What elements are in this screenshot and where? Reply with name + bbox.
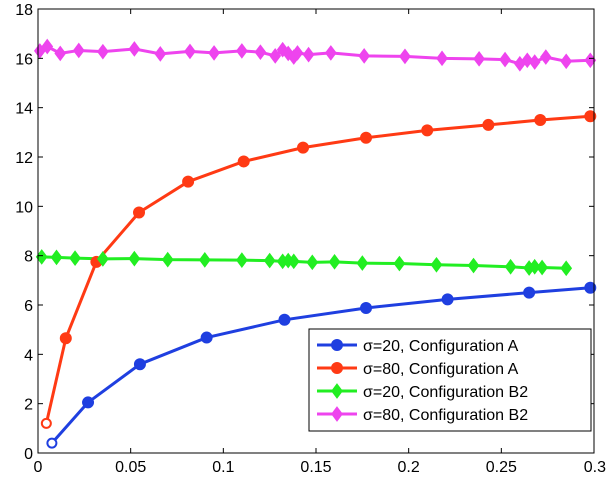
data-point <box>50 249 63 266</box>
data-point <box>41 38 54 55</box>
legend: σ=20, Configuration A σ=80, Configuration… <box>308 328 592 432</box>
legend-swatch-marker <box>331 406 343 422</box>
data-point <box>536 259 548 276</box>
data-point <box>69 250 81 266</box>
data-point <box>198 252 211 268</box>
data-point <box>523 286 536 299</box>
data-point <box>473 50 485 67</box>
data-point <box>291 45 304 61</box>
legend-label: σ=20, Configuration A <box>363 338 519 355</box>
series-line <box>44 114 591 424</box>
data-point <box>54 45 67 62</box>
data-point <box>560 53 573 70</box>
data-point <box>237 155 250 168</box>
legend-swatch-marker <box>331 383 343 399</box>
data-point <box>584 281 597 294</box>
data-point <box>161 251 174 268</box>
data-point <box>133 358 146 371</box>
data-point <box>46 437 58 449</box>
data-point <box>430 256 443 273</box>
data-point <box>306 254 319 271</box>
data-point <box>539 49 552 65</box>
x-tick-label: 0.2 <box>398 459 420 476</box>
data-point <box>328 253 341 270</box>
data-point <box>154 46 167 62</box>
data-point <box>302 46 315 63</box>
data-point <box>584 110 597 123</box>
y-tick-label: 8 <box>24 249 33 266</box>
y-axis: 0 2 4 6 8 10 12 14 16 18 <box>15 2 594 463</box>
plot-markers <box>33 38 597 449</box>
data-point <box>360 301 373 314</box>
x-axis: 0 0.05 0.1 0.15 0.2 0.25 0.3 <box>34 9 606 476</box>
data-point <box>324 45 337 61</box>
data-point <box>128 41 141 57</box>
y-tick-label: 2 <box>24 397 33 414</box>
x-tick-label: 0.3 <box>584 459 606 476</box>
data-point <box>297 141 310 154</box>
data-point <box>421 124 434 137</box>
y-tick-label: 6 <box>24 298 33 315</box>
y-tick-label: 12 <box>15 150 33 167</box>
legend-swatch-marker <box>331 362 343 374</box>
data-point <box>133 206 146 219</box>
data-point <box>356 255 369 271</box>
x-tick-label: 0.15 <box>300 459 331 476</box>
data-point <box>269 48 282 64</box>
data-point <box>358 48 371 64</box>
data-point <box>467 257 480 274</box>
data-point <box>40 417 52 429</box>
data-point <box>235 252 248 268</box>
x-tick-label: 0.05 <box>115 459 146 476</box>
data-point <box>399 48 411 65</box>
data-point <box>499 51 511 68</box>
data-point <box>235 43 248 59</box>
data-point <box>82 396 95 409</box>
data-point <box>72 42 85 59</box>
data-point <box>263 252 276 269</box>
data-point <box>96 251 109 267</box>
data-point <box>528 258 541 275</box>
legend-label: σ=80, Configuration B2 <box>363 407 528 424</box>
data-point <box>254 44 267 61</box>
data-point <box>59 332 72 345</box>
y-tick-label: 10 <box>15 199 33 216</box>
data-point <box>128 250 141 267</box>
y-tick-label: 4 <box>24 347 33 364</box>
data-point <box>360 131 373 144</box>
data-point <box>560 260 573 277</box>
y-tick-label: 18 <box>15 2 33 19</box>
legend-label: σ=20, Configuration B2 <box>363 384 528 401</box>
data-point <box>436 50 448 67</box>
data-point <box>184 43 196 60</box>
y-tick-label: 0 <box>24 446 33 463</box>
x-tick-label: 0 <box>34 459 43 476</box>
data-point <box>482 118 495 131</box>
data-point <box>521 52 534 69</box>
data-point <box>96 43 109 60</box>
data-point <box>208 45 220 61</box>
y-tick-label: 14 <box>15 101 33 118</box>
x-tick-label: 0.25 <box>486 459 517 476</box>
data-point <box>200 331 213 344</box>
data-point <box>393 255 406 272</box>
x-tick-label: 0.1 <box>212 459 234 476</box>
data-point <box>182 175 195 188</box>
legend-label: σ=80, Configuration A <box>363 361 519 378</box>
data-point <box>441 293 454 306</box>
data-point <box>287 253 300 270</box>
legend-swatch-marker <box>331 339 343 351</box>
y-tick-label: 16 <box>15 51 33 68</box>
data-point <box>504 258 517 275</box>
data-point <box>278 313 291 326</box>
data-point <box>534 114 547 126</box>
data-point <box>528 54 541 70</box>
